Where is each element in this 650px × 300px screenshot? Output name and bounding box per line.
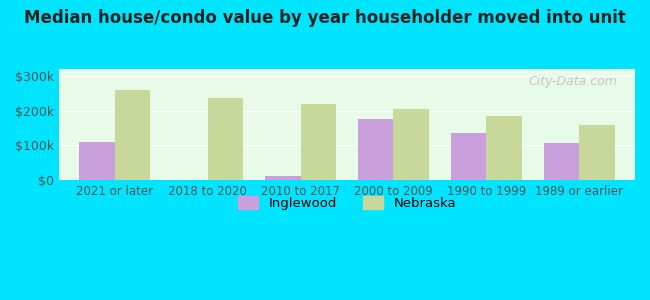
Text: City-Data.com: City-Data.com xyxy=(529,74,617,88)
Bar xyxy=(207,98,243,180)
Bar xyxy=(451,133,486,180)
Bar xyxy=(486,116,522,180)
Bar xyxy=(544,143,579,180)
Bar xyxy=(265,176,300,180)
Bar xyxy=(579,125,614,180)
Bar xyxy=(79,142,115,180)
Bar xyxy=(393,109,429,180)
Text: Median house/condo value by year householder moved into unit: Median house/condo value by year househo… xyxy=(24,9,626,27)
Bar xyxy=(115,91,150,180)
Bar xyxy=(358,119,393,180)
Legend: Inglewood, Nebraska: Inglewood, Nebraska xyxy=(233,190,462,215)
Bar xyxy=(300,103,336,180)
